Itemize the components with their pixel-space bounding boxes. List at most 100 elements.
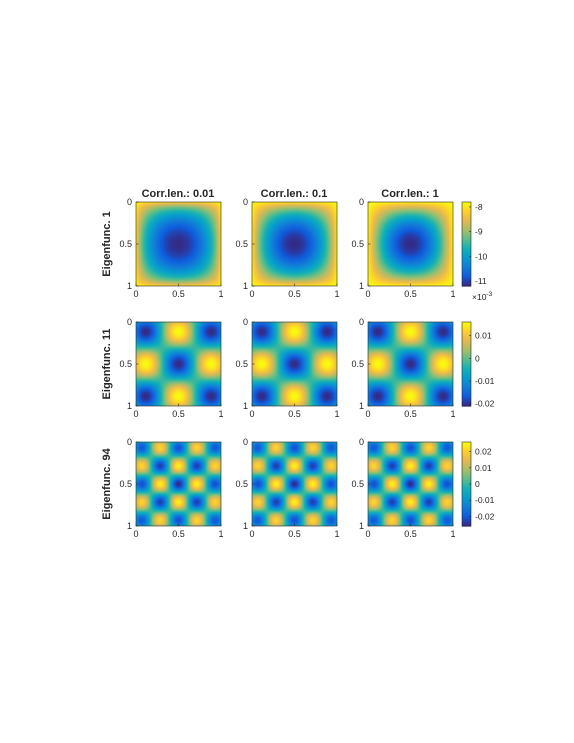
x-tick-label: 1 [218, 409, 223, 419]
colorbar-segment [462, 229, 471, 232]
colorbar-segment [462, 381, 471, 383]
colorbar-segment [462, 524, 471, 527]
colorbar-tick-label: -0.02 [475, 399, 495, 409]
colorbar-segment [462, 279, 471, 282]
row-label-0: Eigenfunc. 1 [101, 211, 113, 276]
x-tick-label: 0.5 [288, 289, 301, 299]
colorbar-segment [462, 246, 471, 249]
x-tick-label: 0 [365, 409, 370, 419]
colorbar-segment [462, 261, 471, 263]
colorbar-segment [462, 226, 471, 229]
colorbar-segment [462, 522, 471, 524]
colorbar-tick-label: 0 [475, 353, 480, 363]
x-tick-label: 0.5 [172, 529, 185, 539]
y-tick-label: 0 [359, 197, 364, 207]
colorbar-segment [462, 212, 471, 215]
colorbar-segment [462, 519, 471, 522]
colorbar-segment [462, 370, 471, 373]
colorbar-segment [462, 346, 471, 349]
x-tick-label: 1 [450, 409, 455, 419]
colorbar-segment [462, 262, 471, 265]
colorbar-segment [462, 477, 471, 480]
colorbar-segment [462, 463, 471, 465]
x-tick-label: 1 [218, 529, 223, 539]
colorbar-segment [462, 396, 471, 399]
colorbar-segment [462, 324, 471, 327]
colorbar-segment [462, 377, 471, 380]
x-tick-label: 1 [334, 289, 339, 299]
y-tick-label: 0 [243, 437, 248, 447]
y-tick-label: 1 [127, 281, 132, 291]
colorbar-exponent-label: ×10-3 [472, 291, 493, 302]
colorbar-segment [462, 265, 471, 267]
colorbar-tick-label: -11 [475, 276, 487, 286]
colorbar-tick-label: -0.01 [475, 495, 495, 505]
colorbar-segment [462, 203, 471, 206]
x-tick-label: 0 [249, 529, 254, 539]
colorbar-segment [462, 208, 471, 211]
colorbar-segment [462, 282, 471, 284]
x-tick-label: 0.5 [404, 409, 417, 419]
colorbar-tick-label: -10 [475, 251, 488, 261]
row-label-2: Eigenfunc. 94 [101, 447, 113, 519]
colorbar-segment [462, 482, 471, 485]
colorbar-segment [462, 336, 471, 339]
colorbar-segment [462, 385, 471, 387]
colorbar-segment [462, 390, 471, 393]
colorbar-segment [462, 448, 471, 451]
colorbar-segment [462, 445, 471, 448]
colorbar-segment [462, 387, 471, 390]
colorbar-segment [462, 491, 471, 494]
colorbar-segment [462, 234, 471, 237]
colorbar-segment [462, 233, 471, 236]
colorbar-segment [462, 485, 471, 488]
colorbar-segment [462, 213, 471, 216]
x-tick-label: 1 [218, 289, 223, 299]
colorbar-segment [462, 221, 471, 224]
colorbar-segment [462, 464, 471, 467]
colorbar-segment [462, 357, 471, 360]
colorbar-segment [462, 497, 471, 500]
colorbar-segment [462, 259, 471, 262]
x-tick-label: 0 [365, 289, 370, 299]
colorbar-segment [462, 371, 471, 374]
colorbar-segment [462, 378, 471, 381]
heatmap-image [136, 202, 221, 286]
y-tick-label: 0 [243, 317, 248, 327]
colorbar-segment [462, 394, 471, 397]
colorbar-segment [462, 349, 471, 352]
colorbar-segment [462, 211, 471, 214]
x-tick-label: 0 [133, 289, 138, 299]
colorbar-segment [462, 230, 471, 233]
colorbar-segment [462, 404, 471, 407]
colorbar-segment [462, 266, 471, 269]
colorbar-segment [462, 353, 471, 356]
colorbar-segment [462, 523, 471, 526]
colorbar-segment [462, 481, 471, 484]
colorbar-segment [462, 495, 471, 498]
heatmap-panel-r0-c2: 0 0.5 100.51 [351, 197, 455, 299]
colorbar-segment [462, 468, 471, 471]
colorbar-segment [462, 444, 471, 447]
colorbar-segment [462, 374, 471, 377]
colorbar-segment [462, 502, 471, 505]
colorbar-segment [462, 455, 471, 458]
colorbar-segment [462, 228, 471, 231]
colorbar-segment [462, 345, 471, 348]
colorbar-segment [462, 395, 471, 398]
colorbar-segment [462, 358, 471, 361]
colorbar-segment [462, 268, 471, 271]
colorbar-segment [462, 382, 471, 385]
colorbar-segment [462, 508, 471, 511]
x-tick-label: 0 [133, 529, 138, 539]
colorbar-segment [462, 473, 471, 476]
colorbar-segment [462, 386, 471, 389]
colorbar-segment [462, 283, 471, 286]
heatmap-image [136, 322, 221, 406]
y-tick-label: 1 [243, 521, 248, 531]
colorbar-segment [462, 369, 471, 372]
colorbar-segment [462, 501, 471, 503]
colorbar-segment [462, 461, 471, 464]
y-tick-label: 0.5 [235, 359, 248, 369]
